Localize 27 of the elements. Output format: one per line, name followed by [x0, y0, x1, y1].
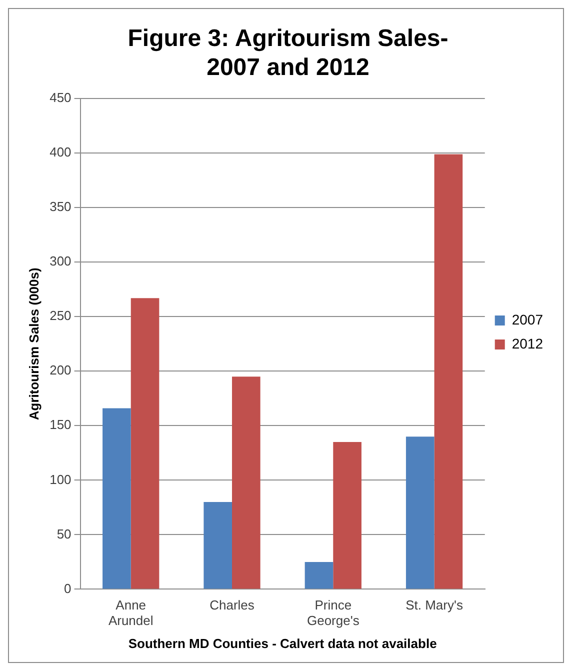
bar: [102, 408, 131, 589]
bar: [406, 436, 434, 589]
bar: [232, 376, 260, 589]
chart-title: Figure 3: Agritourism Sales- 2007 and 2012: [128, 25, 448, 81]
y-tick-label: 300: [50, 254, 72, 269]
y-tick-label: 350: [50, 199, 72, 214]
x-tick-label: St. Mary's: [406, 598, 464, 613]
x-axis-title: Southern MD Counties - Calvert data not available: [128, 636, 437, 651]
legend-label: 2012: [512, 335, 544, 352]
bar: [333, 442, 362, 589]
y-tick-label: 250: [50, 308, 72, 324]
x-tick-label: Charles: [210, 598, 255, 613]
y-tick-label: 100: [50, 472, 72, 487]
x-tick-label: Anne Arundel: [108, 598, 154, 628]
y-axis-title: Agritourism Sales (000s): [26, 268, 42, 420]
y-tick-label: 0: [64, 580, 72, 596]
y-tick-label: 50: [56, 526, 72, 542]
bar: [130, 298, 160, 589]
y-tick-label: 150: [50, 417, 72, 432]
y-tick-label: 200: [50, 362, 72, 378]
y-tick-label: 450: [50, 90, 72, 106]
bar: [434, 154, 463, 589]
legend-label: 2007: [512, 311, 544, 328]
bar: [204, 502, 232, 589]
bar: [304, 562, 334, 589]
x-tick-label: Prince George's: [306, 598, 360, 628]
y-tick-label: 400: [50, 144, 72, 160]
